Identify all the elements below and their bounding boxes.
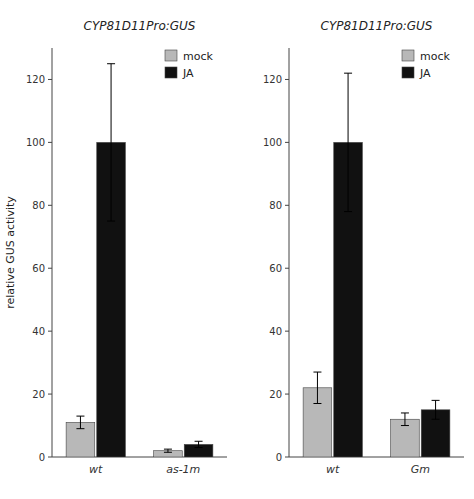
error-line <box>111 64 112 221</box>
y-tick <box>285 142 289 143</box>
y-tick <box>285 205 289 206</box>
y-tick-label: 40 <box>269 326 282 337</box>
error-line <box>435 400 436 419</box>
y-tick-label: 20 <box>269 389 282 400</box>
y-tick <box>48 457 52 458</box>
title: CYP81D11Pro:GUS <box>321 19 433 33</box>
y-tick <box>285 268 289 269</box>
x-tick-label: as-1m <box>166 463 200 476</box>
error-cap <box>432 419 440 420</box>
bars <box>303 73 450 457</box>
error-line <box>317 372 318 403</box>
error-cap <box>313 372 321 373</box>
error-cap <box>76 428 84 429</box>
bars <box>66 64 213 457</box>
error-bar <box>76 416 84 429</box>
y-tick <box>48 79 52 80</box>
y-tick <box>285 331 289 332</box>
y-tick <box>285 79 289 80</box>
error-cap <box>195 441 203 442</box>
y-tick-label: 120 <box>26 74 45 85</box>
error-bar <box>401 413 409 426</box>
y-tick-label: 120 <box>263 74 282 85</box>
y-tick-label: 60 <box>269 263 282 274</box>
error-line <box>80 416 81 429</box>
legend-label: mock <box>183 50 213 63</box>
error-cap <box>313 403 321 404</box>
legend: mock JA <box>402 50 450 80</box>
error-line <box>404 413 405 426</box>
error-bar <box>107 64 115 221</box>
y-tick <box>48 331 52 332</box>
y-tick <box>48 394 52 395</box>
panel: CYP81D11Pro:GUS 0 20 40 60 80 100 120 wt Gm mock JA <box>263 19 464 476</box>
error-cap <box>107 221 115 222</box>
error-cap <box>344 73 352 74</box>
y-axis <box>52 48 53 457</box>
legend-swatch <box>165 67 177 78</box>
error-bar <box>432 400 440 419</box>
panel: CYP81D11Pro:GUS 0 20 40 60 80 100 120 relative G… <box>4 19 227 476</box>
y-tick <box>48 268 52 269</box>
error-line <box>348 73 349 211</box>
y-tick-label: 0 <box>276 452 282 463</box>
error-cap <box>195 447 203 448</box>
y-tick-label: 60 <box>32 263 45 274</box>
y-tick <box>285 457 289 458</box>
error-bar <box>313 372 321 403</box>
error-bar <box>195 441 203 447</box>
y-tick-label: 80 <box>32 200 45 211</box>
x-tick-label: wt <box>89 463 103 476</box>
legend-label: mock <box>420 50 450 63</box>
figure: CYP81D11Pro:GUS 0 20 40 60 80 100 120 relative G… <box>0 0 474 499</box>
x-tick-label: wt <box>326 463 340 476</box>
x-tick-label: Gm <box>411 463 430 476</box>
y-tick-label: 40 <box>32 326 45 337</box>
title: CYP81D11Pro:GUS <box>84 19 196 33</box>
y-axis-label: relative GUS activity <box>4 196 17 309</box>
error-cap <box>344 211 352 212</box>
error-bar <box>164 449 172 452</box>
legend-swatch <box>165 50 177 61</box>
y-tick-label: 100 <box>263 137 282 148</box>
error-cap <box>401 412 409 413</box>
y-tick-label: 80 <box>269 200 282 211</box>
y-tick <box>48 205 52 206</box>
error-cap <box>76 416 84 417</box>
legend-swatch <box>402 50 414 61</box>
y-axis <box>289 48 290 457</box>
error-cap <box>432 400 440 401</box>
legend-label: JA <box>419 67 431 80</box>
y-tick <box>48 142 52 143</box>
error-cap <box>401 425 409 426</box>
legend: mock JA <box>165 50 213 80</box>
y-tick-label: 20 <box>32 389 45 400</box>
error-cap <box>107 63 115 64</box>
error-cap <box>164 452 172 453</box>
error-bar <box>344 73 352 211</box>
y-tick-label: 100 <box>26 137 45 148</box>
legend-label: JA <box>182 67 194 80</box>
y-tick <box>285 394 289 395</box>
y-tick-label: 0 <box>39 452 45 463</box>
error-cap <box>164 449 172 450</box>
error-line <box>198 441 199 447</box>
legend-swatch <box>402 67 414 78</box>
